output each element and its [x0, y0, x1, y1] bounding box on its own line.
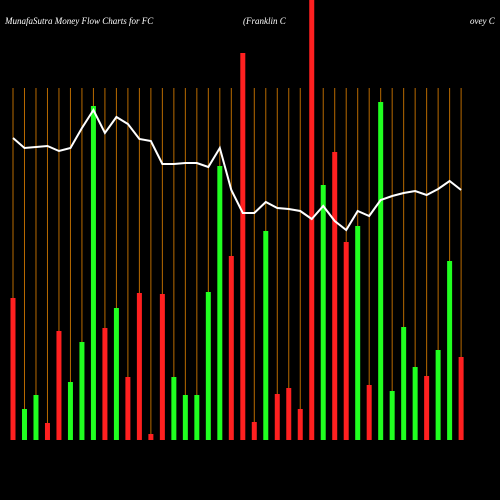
bar [10, 298, 16, 440]
bar [171, 377, 177, 440]
bar [458, 357, 464, 440]
bar [447, 261, 453, 440]
bar [274, 394, 280, 440]
bar [205, 292, 211, 440]
bar [125, 377, 131, 440]
bar [44, 423, 50, 440]
bar [113, 308, 119, 440]
bar [217, 166, 223, 440]
bar [412, 367, 418, 440]
bar [355, 226, 361, 440]
bar [263, 231, 269, 440]
bar [67, 382, 73, 440]
bar [320, 185, 326, 440]
bar [378, 102, 384, 440]
bar [79, 342, 85, 440]
bar [182, 395, 188, 440]
bar [389, 391, 395, 440]
bar [366, 385, 372, 440]
chart-title: MunafaSutra Money Flow Charts for FC [4, 16, 154, 26]
bar [297, 409, 303, 440]
bar [194, 395, 200, 440]
chart-subtitle: (Franklin C [243, 16, 287, 26]
bar [435, 350, 441, 440]
bar [424, 376, 430, 440]
bar [102, 328, 108, 440]
bar [251, 422, 257, 440]
bar [33, 395, 39, 440]
bar [332, 152, 338, 440]
chart-subtitle-tail: ovey C [470, 16, 496, 26]
bar [240, 53, 246, 440]
bar [228, 256, 234, 440]
bar [56, 331, 62, 440]
bar [148, 434, 154, 440]
bar [90, 106, 96, 440]
line [12, 107, 462, 232]
bar [286, 388, 292, 440]
bar [21, 409, 27, 440]
bar [401, 327, 407, 440]
bar [136, 293, 142, 440]
bar [343, 242, 349, 440]
bar [159, 294, 165, 440]
